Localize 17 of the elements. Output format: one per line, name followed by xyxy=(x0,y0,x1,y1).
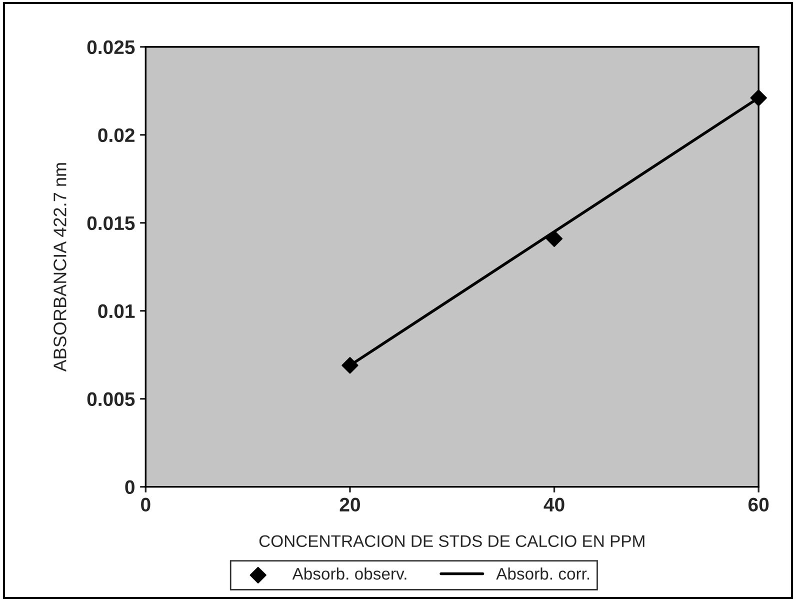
point xyxy=(750,90,767,106)
y-tick-label: 0.005 xyxy=(87,392,135,406)
y-tick-label: 0.015 xyxy=(87,216,135,230)
legend-label: Absorb. corr. xyxy=(496,567,590,580)
y-axis-title: ABSORBANCIA 422.7 nm xyxy=(54,163,66,372)
y-tick-label: 0.025 xyxy=(87,40,135,54)
y-tick-label: 0 xyxy=(125,480,134,494)
x-tick-label: 60 xyxy=(748,498,769,512)
point xyxy=(546,230,563,247)
y-tick-label: 0.01 xyxy=(98,304,135,318)
x-axis-title: CONCENTRACION DE STDS DE CALCIO EN PPM xyxy=(259,535,644,548)
x-tick-label: 0 xyxy=(141,498,150,512)
x-tick-label: 20 xyxy=(340,498,360,512)
legend-label: Absorb. observ. xyxy=(292,567,406,580)
x-tick-label: 40 xyxy=(544,498,564,512)
point xyxy=(342,357,358,374)
y-tick-label: 0.02 xyxy=(98,128,134,142)
